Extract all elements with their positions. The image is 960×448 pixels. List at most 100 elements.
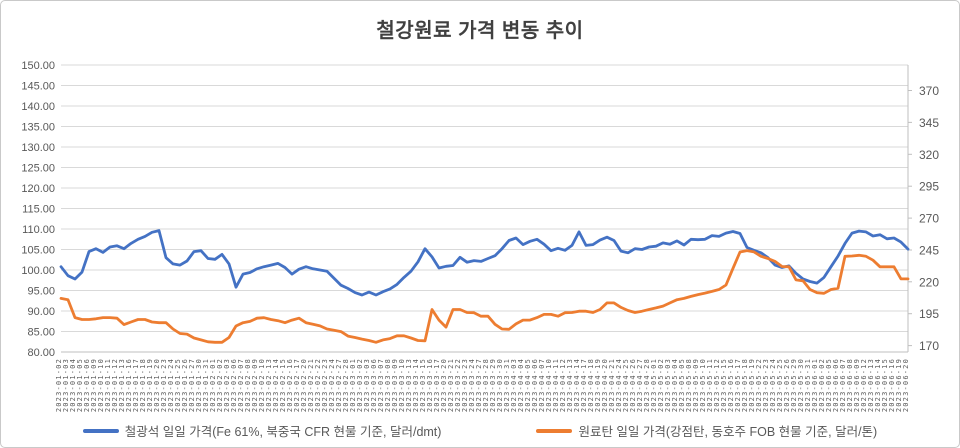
x-axis-date-label: 2023-02-10 <box>258 358 266 412</box>
x-axis-date-label: 2023-04-11 <box>552 358 560 412</box>
x-axis-date-label: 2023-01-11 <box>104 358 112 412</box>
x-axis-date-label: 2023-06-01 <box>811 358 819 412</box>
left-axis-tick-label: 120.00 <box>21 183 55 195</box>
x-axis-date-label: 2023-03-07 <box>377 358 385 412</box>
x-axis-date-label: 2023-02-15 <box>279 358 287 412</box>
x-axis-date-label: 2023-01-26 <box>181 358 189 412</box>
x-axis-date-label: 2023-02-28 <box>342 358 350 412</box>
x-axis-date-label: 2023-01-23 <box>160 358 168 412</box>
x-axis-date-label: 2023-02-23 <box>321 358 329 412</box>
x-axis-date-label: 2023-05-01 <box>650 358 658 412</box>
x-axis-date-label: 2023-01-31 <box>202 358 210 412</box>
left-axis-tick-label: 145.00 <box>21 81 55 93</box>
iron-ore-line-swatch <box>82 428 119 433</box>
x-axis-date-label: 2023-05-17 <box>734 358 742 412</box>
x-axis-date-label: 2023-03-08 <box>384 358 392 412</box>
x-axis-date-label: 2023-01-09 <box>90 358 98 412</box>
x-axis-date-label: 2023-06-02 <box>818 358 826 412</box>
iron-ore-legend-label: 철광석 일일 가격(Fe 61%, 북중국 CFR 현물 기준, 달러/dmt) <box>124 425 442 439</box>
x-axis-date-label: 2023-02-17 <box>293 358 301 412</box>
x-axis-date-label: 2023-03-06 <box>370 358 378 412</box>
x-axis-date-label: 2023-02-21 <box>307 358 315 412</box>
x-axis-date-label: 2023-02-22 <box>314 358 322 412</box>
x-axis-date-label: 2023-02-08 <box>244 358 252 412</box>
x-axis-date-label: 2023-01-24 <box>167 358 175 412</box>
x-axis-date-label: 2023-06-14 <box>874 358 882 412</box>
x-axis-date-label: 2023-02-24 <box>328 358 336 412</box>
x-axis-date-label: 2023-05-04 <box>671 358 679 412</box>
x-axis-date-label: 2023-03-22 <box>454 358 462 412</box>
x-axis-date-label: 2023-01-13 <box>118 358 126 412</box>
right-axis-tick-label: 195 <box>919 307 939 321</box>
x-axis-date-label: 2023-04-18 <box>587 358 595 412</box>
right-axis: 370 345 320 295 270 245 220 195 170 <box>907 65 939 353</box>
left-axis-tick-label: 125.00 <box>21 163 55 175</box>
x-axis-date-label: 2023-01-16 <box>125 358 133 412</box>
x-axis-date-label: 2023-03-21 <box>447 358 455 412</box>
x-axis-date-label: 2023-01-12 <box>111 358 119 412</box>
x-axis-date-label: 2023-02-02 <box>216 358 224 412</box>
iron-ore-series-line <box>59 229 910 297</box>
legend-item-iron-ore: 철광석 일일 가격(Fe 61%, 북중국 CFR 현물 기준, 달러/dmt) <box>82 421 442 440</box>
x-axis-date-label: 2023-06-09 <box>853 358 861 412</box>
x-axis-date-label: 2023-05-29 <box>790 358 798 412</box>
x-axis-date-label: 2023-04-24 <box>615 358 623 412</box>
x-axis-date-label: 2023-03-31 <box>503 358 511 412</box>
x-axis-date-label: 2023-01-25 <box>174 358 182 412</box>
x-axis-date-label: 2023-02-01 <box>209 358 217 412</box>
x-axis-date-label: 2023-05-15 <box>720 358 728 412</box>
x-axis-labels: 2023-01-02 2023-01-03 2023-01-04 2023-01-05… <box>55 358 910 412</box>
x-axis-date-label: 2023-04-26 <box>629 358 637 412</box>
x-axis-date-label: 2023-03-14 <box>412 358 420 412</box>
left-axis-tick-label: 95.00 <box>27 286 55 298</box>
x-axis-date-label: 2023-03-20 <box>440 358 448 412</box>
coking-coal-legend-label: 원료탄 일일 가격(강점탄, 동호주 FOB 현물 기준, 달러/톤) <box>578 425 878 439</box>
left-axis-tick-label: 135.00 <box>21 122 55 134</box>
x-axis-date-label: 2023-01-18 <box>139 358 147 412</box>
x-axis-date-label: 2023-06-20 <box>902 358 910 412</box>
coking-coal-line-swatch <box>536 428 573 433</box>
left-axis-tick-label: 115.00 <box>22 204 55 216</box>
x-axis-date-label: 2023-06-08 <box>846 358 854 412</box>
coking-coal-series-line <box>59 249 910 344</box>
x-axis-date-label: 2023-05-26 <box>783 358 791 412</box>
left-axis-tick-label: 105.00 <box>21 245 55 257</box>
x-axis-date-label: 2023-03-16 <box>426 358 434 412</box>
x-axis-date-label: 2023-03-02 <box>356 358 364 412</box>
x-axis-date-label: 2023-03-17 <box>433 358 441 412</box>
x-axis-date-label: 2023-05-31 <box>804 358 812 412</box>
x-axis-date-label: 2023-04-07 <box>538 358 546 412</box>
left-axis-tick-label: 100.00 <box>21 265 55 277</box>
x-axis-date-label: 2023-04-05 <box>524 358 532 412</box>
x-axis-date-label: 2023-05-22 <box>755 358 763 412</box>
x-axis-date-label: 2023-02-16 <box>286 358 294 412</box>
x-axis-date-label: 2023-05-03 <box>664 358 672 412</box>
x-axis-date-label: 2023-03-24 <box>468 358 476 412</box>
x-axis-date-label: 2023-05-23 <box>762 358 770 412</box>
x-axis-date-label: 2023-05-16 <box>727 358 735 412</box>
x-axis-date-label: 2023-05-11 <box>706 358 714 412</box>
x-axis-date-label: 2023-02-03 <box>223 358 231 412</box>
x-axis-date-label: 2023-03-15 <box>419 358 427 412</box>
right-axis-tick-label: 295 <box>919 180 939 194</box>
x-axis-date-label: 2023-04-14 <box>573 358 581 412</box>
x-axis-date-label: 2023-04-25 <box>622 358 630 412</box>
x-axis-date-label: 2023-05-05 <box>678 358 686 412</box>
x-axis-date-label: 2023-06-12 <box>860 358 868 412</box>
right-axis-tick-label: 320 <box>919 148 939 162</box>
x-axis-date-label: 2023-01-27 <box>188 358 196 412</box>
x-axis-date-label: 2023-02-07 <box>237 358 245 412</box>
x-axis-date-label: 2023-04-19 <box>594 358 602 412</box>
x-axis-date-label: 2023-04-27 <box>636 358 644 412</box>
x-axis-date-label: 2023-02-09 <box>251 358 259 412</box>
x-axis-date-label: 2023-05-25 <box>776 358 784 412</box>
x-axis-date-label: 2023-01-17 <box>132 358 140 412</box>
x-axis-date-label: 2023-03-01 <box>349 358 357 412</box>
left-axis-labels: 150.00 145.00 140.00 135.00 130.00 125.00 120.… <box>21 60 55 359</box>
left-axis-tick-label: 90.00 <box>27 306 55 318</box>
right-axis-tick-label: 370 <box>919 84 939 98</box>
x-axis-date-label: 2023-03-09 <box>391 358 399 412</box>
left-axis-tick-label: 150.00 <box>21 60 55 72</box>
x-axis-date-label: 2023-04-20 <box>601 358 609 412</box>
